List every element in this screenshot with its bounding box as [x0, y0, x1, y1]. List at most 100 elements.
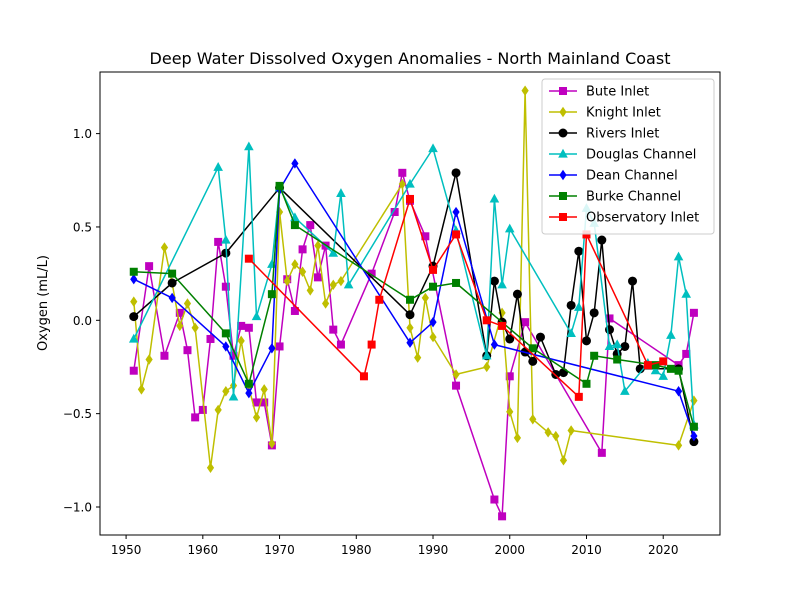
- data-point-douglas-channel: [666, 330, 676, 339]
- data-point-burke-channel: [651, 361, 660, 370]
- data-point-bute-inlet: [237, 321, 246, 330]
- data-point-burke-channel: [290, 221, 299, 230]
- data-point-knight-inlet: [321, 298, 330, 309]
- data-point-bute-inlet: [191, 413, 200, 422]
- data-point-knight-inlet: [160, 242, 169, 253]
- data-point-bute-inlet: [221, 282, 230, 291]
- data-point-burke-channel: [275, 181, 284, 190]
- data-point-burke-channel: [613, 355, 622, 364]
- data-point-knight-inlet: [291, 259, 299, 270]
- data-point-knight-inlet: [145, 354, 153, 365]
- data-point-rivers-inlet: [635, 364, 645, 374]
- legend-marker: [559, 169, 567, 181]
- data-point-rivers-inlet: [574, 246, 584, 256]
- data-point-knight-inlet: [222, 386, 230, 397]
- series-line-knight-inlet: [133, 89, 695, 469]
- legend-marker: [559, 87, 567, 95]
- data-point-observatory-inlet: [452, 230, 461, 239]
- data-point-knight-inlet: [552, 430, 560, 442]
- legend-marker: [559, 213, 567, 221]
- data-point-dean-channel: [406, 337, 414, 348]
- data-point-bute-inlet: [290, 306, 299, 315]
- data-point-bute-inlet: [605, 314, 614, 323]
- data-point-bute-inlet: [329, 325, 338, 334]
- data-point-bute-inlet: [229, 351, 238, 360]
- data-point-knight-inlet: [521, 85, 529, 96]
- data-point-bute-inlet: [160, 351, 169, 360]
- data-point-burke-channel: [452, 278, 461, 287]
- series-observatory-inlet: [244, 194, 668, 401]
- data-point-burke-channel: [429, 282, 438, 291]
- data-point-dean-channel: [429, 316, 437, 328]
- data-point-knight-inlet: [283, 275, 291, 287]
- data-point-dean-channel: [674, 386, 683, 397]
- data-point-dean-channel: [291, 158, 299, 169]
- y-tick-label: −0.5: [63, 407, 92, 421]
- x-tick-label: 2010: [571, 543, 602, 557]
- x-tick-label: 1950: [111, 543, 142, 557]
- legend-label: Knight Inlet: [586, 106, 661, 121]
- data-point-bute-inlet: [206, 334, 215, 343]
- legend-marker: [559, 106, 567, 118]
- data-point-burke-channel: [590, 351, 599, 360]
- data-point-burke-channel: [129, 267, 138, 276]
- legend-label: Burke Channel: [586, 190, 681, 205]
- data-point-knight-inlet: [214, 404, 222, 416]
- x-tick-label: 2000: [494, 543, 525, 557]
- data-point-knight-inlet: [298, 266, 307, 277]
- data-point-bute-inlet: [198, 405, 207, 414]
- legend-marker: [559, 192, 567, 200]
- data-point-bute-inlet: [260, 398, 269, 407]
- data-point-douglas-channel: [604, 341, 615, 351]
- data-point-observatory-inlet: [429, 265, 438, 274]
- data-point-douglas-channel: [681, 288, 692, 298]
- data-point-rivers-inlet: [451, 168, 461, 178]
- data-point-douglas-channel: [405, 178, 415, 188]
- data-point-douglas-channel: [574, 302, 584, 311]
- data-point-knight-inlet: [237, 335, 245, 347]
- data-point-douglas-channel: [673, 251, 684, 261]
- data-point-knight-inlet: [398, 178, 406, 190]
- data-point-knight-inlet: [506, 406, 514, 417]
- data-point-bute-inlet: [313, 273, 322, 282]
- x-axis-ticks: 1950 1960 1970 1980 1990 2000 2010 2020: [111, 535, 678, 557]
- data-point-rivers-inlet: [167, 278, 177, 288]
- y-axis-ticks: −1.0 −0.5 0.0 0.5 1.0: [63, 127, 100, 514]
- data-point-douglas-channel: [489, 193, 500, 203]
- legend-entry-rivers-inlet: Rivers Inlet: [549, 127, 659, 142]
- data-point-bute-inlet: [306, 221, 315, 230]
- legend-label: Rivers Inlet: [586, 127, 659, 142]
- data-point-knight-inlet: [529, 414, 537, 425]
- data-point-bute-inlet: [398, 168, 407, 177]
- data-point-bute-inlet: [129, 366, 138, 375]
- legend-label: Douglas Channel: [586, 148, 696, 163]
- data-point-douglas-channel: [244, 141, 254, 151]
- data-point-douglas-channel: [620, 386, 630, 395]
- data-point-douglas-channel: [336, 188, 346, 197]
- data-point-rivers-inlet: [620, 341, 630, 351]
- data-point-knight-inlet: [414, 352, 422, 363]
- data-point-bute-inlet: [175, 308, 184, 317]
- x-tick-label: 1980: [341, 543, 372, 557]
- data-point-observatory-inlet: [659, 357, 668, 366]
- data-point-burke-channel: [666, 364, 675, 373]
- data-point-burke-channel: [267, 290, 276, 299]
- data-point-observatory-inlet: [367, 340, 376, 349]
- data-point-knight-inlet: [260, 384, 268, 395]
- legend-box: [541, 78, 715, 235]
- data-point-bute-inlet: [244, 323, 253, 332]
- axes-frame: [99, 71, 721, 536]
- data-point-knight-inlet: [130, 296, 138, 307]
- legend-label: Observatory Inlet: [586, 211, 699, 226]
- series-burke-channel: [129, 181, 698, 431]
- x-tick-label: 1990: [418, 543, 449, 557]
- data-point-knight-inlet: [429, 331, 437, 343]
- data-point-douglas-channel: [228, 391, 239, 401]
- y-tick-label: −1.0: [63, 500, 92, 514]
- data-point-rivers-inlet: [628, 276, 638, 286]
- data-point-observatory-inlet: [375, 295, 384, 304]
- data-point-knight-inlet: [314, 240, 322, 251]
- data-point-bute-inlet: [490, 495, 499, 504]
- data-point-douglas-channel: [213, 162, 223, 171]
